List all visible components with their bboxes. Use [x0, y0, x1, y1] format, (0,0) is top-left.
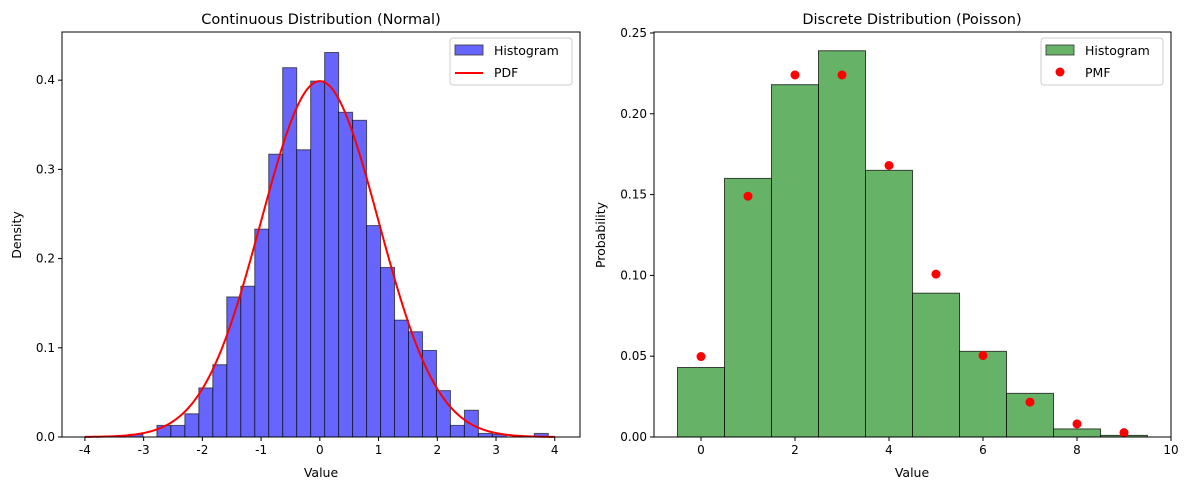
- pmf-point: [978, 351, 988, 361]
- x-tick-label: -3: [138, 443, 150, 457]
- histogram-bar: [338, 111, 354, 438]
- histogram-bar: [184, 413, 200, 438]
- legend-label-histogram: Histogram: [1085, 43, 1150, 58]
- normal-chart: Continuous Distribution (Normal) Value D…: [9, 12, 581, 480]
- pmf-point: [1072, 419, 1082, 429]
- x-tick-label: 10: [1163, 443, 1178, 457]
- histogram-bar: [170, 424, 186, 438]
- legend-label-pdf: PDF: [494, 65, 518, 80]
- y-tick-label: 0.3: [36, 162, 55, 176]
- histogram-bar: [254, 228, 270, 438]
- x-tick-label: 2: [791, 443, 799, 457]
- histogram-bar: [818, 50, 866, 438]
- histogram-bar: [771, 84, 819, 438]
- legend-swatch-histogram: [454, 44, 484, 56]
- histogram-bar: [380, 267, 396, 438]
- histogram-bar: [449, 424, 465, 438]
- histogram-bar: [477, 432, 493, 438]
- x-tick-label: 1: [375, 443, 383, 457]
- x-tick-label: -4: [79, 443, 91, 457]
- x-tick-label: -1: [255, 443, 267, 457]
- chart-title: Discrete Distribution (Poisson): [802, 12, 1021, 28]
- x-tick-label: 3: [492, 443, 500, 457]
- y-tick-label: 0.0: [36, 430, 55, 444]
- y-tick-label: 0.10: [620, 268, 647, 282]
- y-tick-label: 0.15: [620, 188, 647, 202]
- histogram-bar: [408, 331, 423, 438]
- histogram-bar: [366, 225, 382, 438]
- histogram-bar: [912, 292, 960, 438]
- pmf-point: [743, 191, 753, 201]
- axes-frame: [653, 31, 1172, 438]
- x-axis-label: Value: [895, 465, 930, 480]
- y-tick-label: 0.25: [620, 26, 647, 40]
- y-tick-label: 0.00: [620, 430, 647, 444]
- histogram-bar: [310, 80, 326, 438]
- x-tick-label: 8: [1073, 443, 1081, 457]
- pmf-point: [1025, 397, 1035, 407]
- histogram-bar: [212, 364, 228, 438]
- legend-swatch-pmf: [1055, 67, 1065, 77]
- pmf-point: [1119, 428, 1129, 438]
- legend-swatch-histogram: [1045, 44, 1075, 56]
- histogram-bar: [240, 285, 256, 438]
- histogram-bar: [268, 153, 284, 438]
- y-tick-label: 0.05: [620, 349, 647, 363]
- x-tick-label: 2: [433, 443, 441, 457]
- y-tick-label: 0.2: [36, 252, 55, 266]
- chart-title: Continuous Distribution (Normal): [201, 12, 440, 28]
- pdf-line: [84, 80, 555, 438]
- pmf-point: [931, 269, 941, 279]
- legend-label-pmf: PMF: [1085, 65, 1111, 80]
- histogram-bar: [1053, 428, 1101, 438]
- histogram-bar: [198, 387, 214, 438]
- x-axis-label: Value: [304, 465, 339, 480]
- y-axis-label: Density: [9, 211, 24, 259]
- histogram-bar: [394, 319, 410, 438]
- legend-label-histogram: Histogram: [494, 43, 559, 58]
- y-tick-label: 0.1: [36, 341, 55, 355]
- histogram-bar: [959, 350, 1007, 438]
- y-tick-label: 0.20: [620, 107, 647, 121]
- x-tick-label: -2: [196, 443, 208, 457]
- histogram-bar: [865, 169, 913, 438]
- histogram-bar: [724, 177, 772, 438]
- x-tick-label: 0: [316, 443, 324, 457]
- x-tick-label: 4: [551, 443, 559, 457]
- x-tick-label: 4: [885, 443, 893, 457]
- histogram-bar: [296, 149, 312, 438]
- histogram-bar: [324, 52, 340, 438]
- x-tick-label: 0: [697, 443, 705, 457]
- poisson-chart: Discrete Distribution (Poisson) Value Pr…: [593, 12, 1179, 480]
- histogram-bar: [677, 367, 725, 438]
- pmf-point: [837, 70, 847, 80]
- x-tick-label: 6: [979, 443, 987, 457]
- pmf-point: [884, 160, 894, 170]
- axes-frame: [61, 31, 581, 438]
- y-axis-label: Probability: [593, 201, 608, 268]
- y-tick-label: 0.4: [36, 73, 55, 87]
- pmf-point: [696, 352, 706, 362]
- pmf-point: [790, 70, 800, 80]
